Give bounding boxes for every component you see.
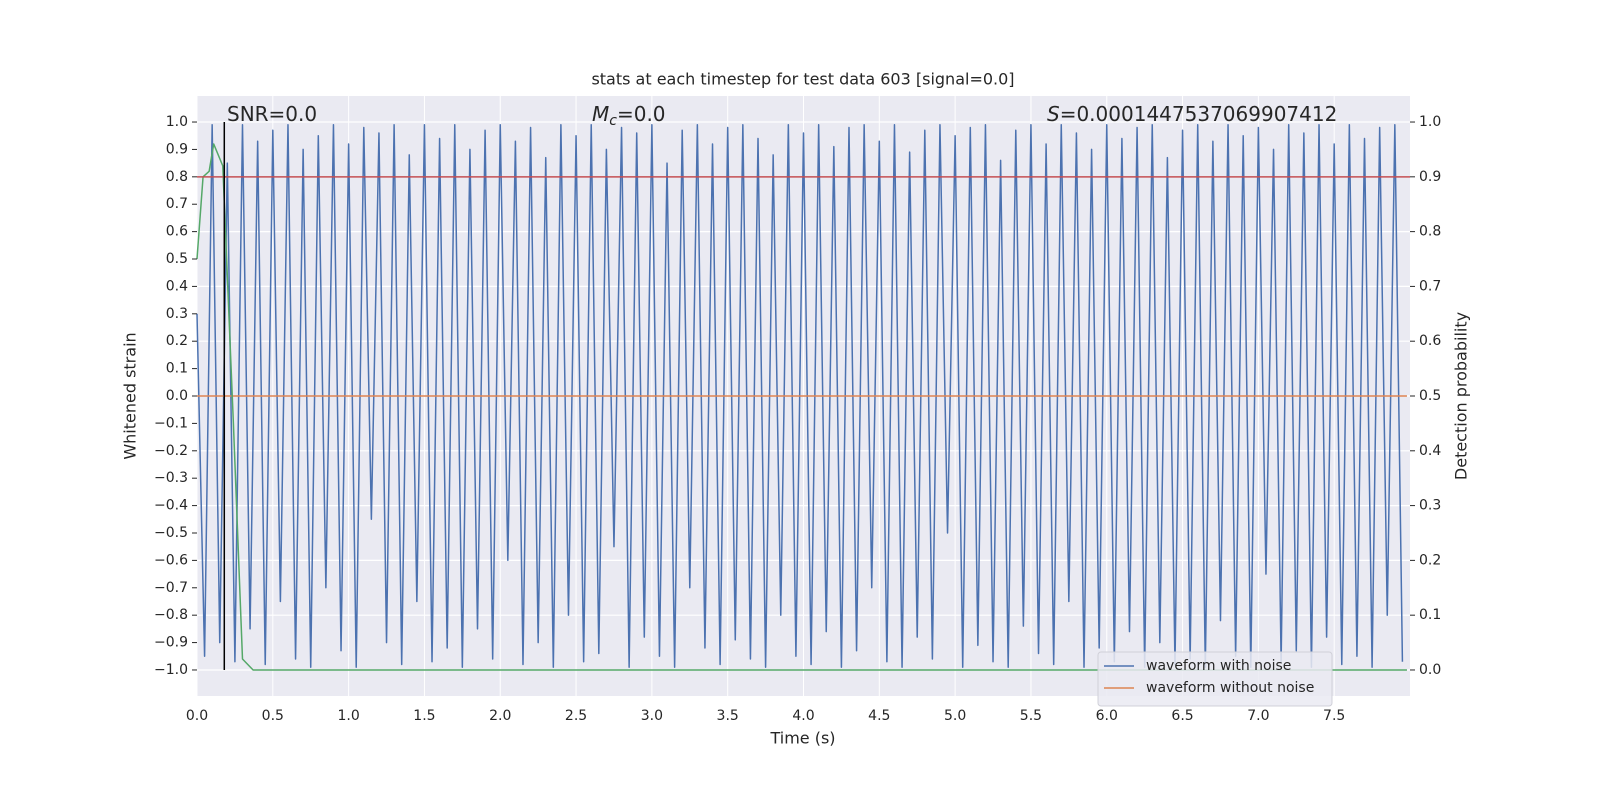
x-tick-label: 0.5	[262, 708, 284, 724]
y-tick-label: 0.7	[166, 196, 188, 212]
y-tick-label: 0.8	[166, 169, 188, 185]
y2-tick-label: 0.8	[1419, 224, 1441, 240]
x-tick-label: 1.5	[413, 708, 435, 724]
y2-tick-label: 0.5	[1419, 388, 1441, 404]
series-line	[196, 143, 1407, 671]
y2-tick-label: 0.6	[1419, 333, 1441, 349]
y-tick-label: −0.3	[154, 470, 188, 486]
y-tick-label: 0.3	[166, 306, 188, 322]
y-tick-label: 0.4	[166, 278, 188, 294]
y-tick-label: −0.6	[154, 552, 188, 568]
x-tick-label: 0.0	[186, 708, 208, 724]
y-tick-label: −0.8	[154, 607, 188, 623]
y-tick-label: −0.9	[154, 635, 188, 651]
y2-tick-label: 1.0	[1419, 114, 1441, 130]
y-axis-label: Whitened strain	[121, 332, 140, 459]
x-tick-label: 6.5	[1171, 708, 1193, 724]
y2-tick-label: 0.0	[1419, 662, 1441, 678]
annotation-mc-value: =0.0	[617, 102, 666, 126]
y-tick-label: 1.0	[166, 114, 188, 130]
y-tick-label: 0.1	[166, 361, 188, 377]
x-tick-label: 5.5	[1020, 708, 1042, 724]
x-axis-label: Time (s)	[769, 729, 835, 748]
y2-tick-label: 0.4	[1419, 443, 1441, 459]
annotation-mc-symbol: M	[592, 102, 609, 126]
y-tick-label: −0.2	[154, 443, 188, 459]
x-tick-label: 6.0	[1096, 708, 1118, 724]
y-tick-label: −0.5	[154, 525, 188, 541]
y-tick-label: 0.0	[166, 388, 188, 404]
marks	[196, 122, 1410, 671]
y-tick-label: −1.0	[154, 662, 188, 678]
legend-box	[1097, 651, 1333, 707]
x-tick-label: 3.0	[641, 708, 663, 724]
x-tick-label: 7.5	[1323, 708, 1345, 724]
y-tick-label: 0.5	[166, 251, 188, 267]
y2-tick-label: 0.3	[1419, 498, 1441, 514]
x-tick-label: 4.0	[792, 708, 814, 724]
y-tick-label: −0.1	[154, 415, 188, 431]
y-tick-label: 0.6	[166, 224, 188, 240]
legend-label: waveform without noise	[1146, 680, 1314, 696]
y-tick-label: 0.2	[166, 333, 188, 349]
y2-axis-label: Detection probability	[1452, 312, 1471, 480]
y-tick-label: 0.9	[166, 141, 188, 157]
chart-title: stats at each timestep for test data 603…	[591, 70, 1014, 89]
y2-tick-label: 0.9	[1419, 169, 1441, 185]
annotation-mc: Mc=0.0	[592, 102, 666, 129]
annotation-snr: SNR=0.0	[227, 102, 317, 126]
y2-tick-label: 0.2	[1419, 552, 1441, 568]
x-tick-label: 2.5	[565, 708, 587, 724]
y-tick-label: −0.7	[154, 580, 188, 596]
y-tick-label: −0.4	[154, 498, 188, 514]
x-tick-label: 2.0	[489, 708, 511, 724]
x-tick-label: 5.0	[944, 708, 966, 724]
y2-tick-label: 0.1	[1419, 607, 1441, 623]
y2-tick-label: 0.7	[1419, 278, 1441, 294]
annotation-s: S=0.0001447537069907412	[1047, 102, 1337, 126]
annotation-mc-subscript: c	[609, 113, 617, 129]
x-tick-label: 3.5	[717, 708, 739, 724]
legend: waveform with noise waveform without nois…	[1097, 651, 1333, 707]
annotation-s-value: =0.0001447537069907412	[1060, 102, 1338, 126]
legend-label: waveform with noise	[1146, 658, 1291, 674]
annotation-s-symbol: S	[1047, 102, 1060, 126]
x-tick-label: 4.5	[868, 708, 890, 724]
x-tick-label: 1.0	[337, 708, 359, 724]
x-tick-label: 7.0	[1247, 708, 1269, 724]
